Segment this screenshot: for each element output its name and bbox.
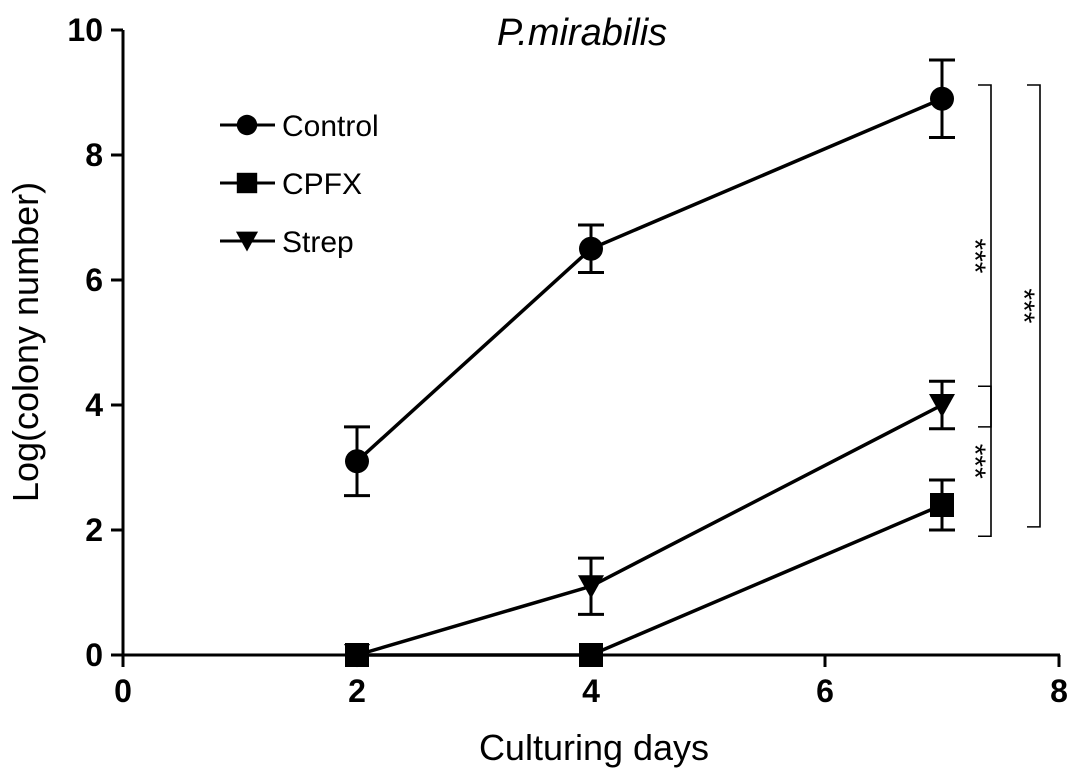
series-cpfx — [345, 478, 955, 667]
data-point — [578, 575, 604, 599]
legend-label: CPFX — [282, 168, 362, 201]
legend-item-control: Control — [220, 110, 379, 143]
legend: Control CPFX Strep — [220, 110, 379, 259]
legend-item-cpfx: CPFX — [220, 168, 362, 201]
x-axis-title: Culturing days — [479, 727, 709, 768]
bracket-line — [1027, 84, 1041, 528]
y-tick-label: 2 — [85, 512, 103, 548]
x-tick-label: 2 — [348, 673, 366, 709]
data-point — [579, 236, 603, 261]
data-point — [929, 393, 955, 418]
significance-label: *** — [958, 444, 991, 479]
x-tick-label: 8 — [1050, 673, 1068, 709]
significance-bracket: *** — [958, 84, 992, 428]
significance-label: *** — [1007, 288, 1040, 323]
data-point — [930, 86, 954, 111]
significance-label: *** — [958, 238, 991, 273]
x-tick-label: 6 — [816, 673, 834, 709]
legend-marker — [236, 114, 258, 136]
series-layer — [344, 58, 955, 668]
x-tick-label: 4 — [582, 673, 600, 709]
bracket-line — [978, 385, 992, 538]
y-tick-label: 10 — [67, 12, 103, 48]
legend-marker — [236, 172, 258, 194]
data-point — [579, 643, 603, 667]
series-line — [357, 503, 943, 657]
series-line — [356, 403, 943, 657]
bracket-line — [978, 84, 992, 428]
y-tick-label: 4 — [85, 387, 103, 423]
legend-marker — [235, 231, 259, 252]
data-point — [344, 643, 370, 668]
significance-layer: *** *** *** — [958, 84, 1041, 538]
series-strep — [344, 379, 955, 668]
significance-bracket: *** — [1007, 84, 1041, 528]
legend-label: Strep — [282, 226, 354, 259]
legend-label: Control — [282, 110, 379, 143]
axis-ticks: 0 2 4 6 8 0 2 4 6 8 10 — [67, 12, 1067, 709]
y-tick-label: 0 — [85, 637, 103, 673]
x-tick-label: 0 — [114, 673, 132, 709]
significance-bracket: *** — [958, 385, 992, 538]
y-axis-title: Log(colony number) — [5, 182, 46, 502]
y-tick-label: 8 — [85, 137, 103, 173]
series-control — [344, 58, 955, 498]
legend-item-strep: Strep — [220, 226, 354, 259]
y-tick-label: 6 — [85, 262, 103, 298]
chart-title: P.mirabilis — [497, 12, 667, 54]
data-point — [345, 449, 369, 474]
series-line — [355, 97, 943, 463]
data-point — [930, 493, 954, 517]
